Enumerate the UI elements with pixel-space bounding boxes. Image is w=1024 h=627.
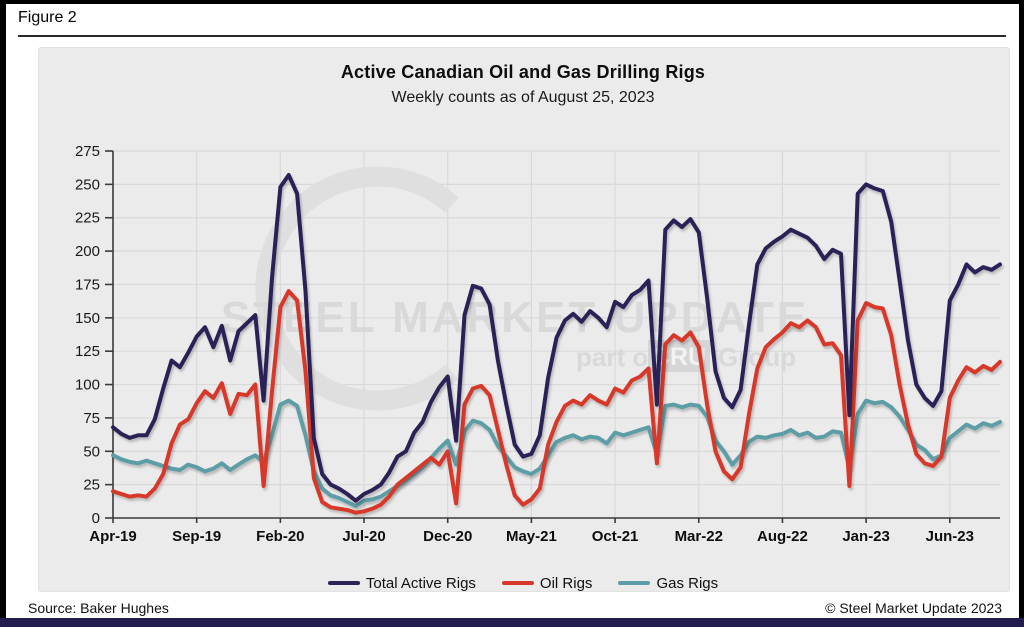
frame-right-border — [1019, 0, 1024, 627]
frame-left-border — [0, 0, 6, 627]
chart-subtitle: Weekly counts as of August 25, 2023 — [391, 89, 655, 106]
frame-top-border — [0, 0, 1024, 4]
legend-swatch — [618, 581, 651, 585]
copyright-note: © Steel Market Update 2023 — [825, 600, 1002, 616]
legend-label: Oil Rigs — [539, 574, 593, 592]
source-note: Source: Baker Hughes — [28, 600, 169, 616]
legend-label: Total Active Rigs — [365, 574, 476, 592]
figure-rule — [18, 35, 1006, 37]
legend-item-total-active-rigs: Total Active Rigs — [327, 574, 476, 592]
figure-label: Figure 2 — [18, 9, 77, 26]
chart-panel — [38, 47, 1010, 592]
legend-swatch — [327, 581, 360, 585]
footer-bar — [0, 618, 1024, 627]
chart-legend: Total Active Rigs Oil Rigs Gas Rigs — [38, 571, 1008, 595]
legend-label: Gas Rigs — [656, 574, 719, 592]
chart-title: Active Canadian Oil and Gas Drilling Rig… — [340, 62, 706, 82]
legend-item-gas-rigs: Gas Rigs — [618, 575, 718, 592]
legend-item-oil-rigs: Oil Rigs — [501, 574, 593, 592]
legend-swatch — [501, 581, 534, 585]
